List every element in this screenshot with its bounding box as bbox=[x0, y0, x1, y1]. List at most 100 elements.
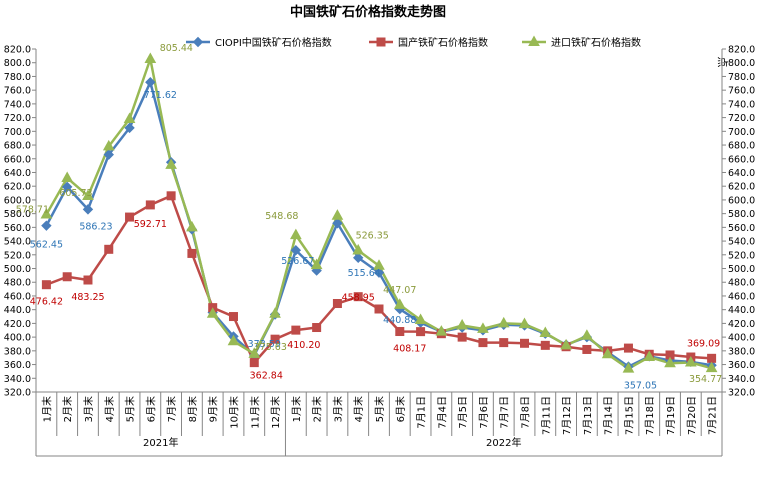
series-2-point bbox=[707, 353, 717, 363]
series-2-point bbox=[499, 338, 509, 348]
series-3-point bbox=[497, 316, 510, 328]
series-3-point bbox=[643, 350, 656, 362]
data-label: 354.77 bbox=[689, 374, 722, 385]
series-3-point bbox=[123, 112, 136, 123]
series-1-point bbox=[353, 252, 364, 263]
data-label: 578.71 bbox=[16, 205, 49, 216]
data-label: 605.73 bbox=[59, 188, 92, 199]
series-3-point bbox=[206, 307, 219, 318]
data-label: 548.68 bbox=[265, 211, 298, 222]
y-tick-label-right: 340.0 bbox=[728, 374, 755, 385]
x-tick-label: 7月21日 bbox=[707, 396, 719, 435]
series-2-point bbox=[228, 312, 238, 322]
x-tick-label: 1月末 bbox=[40, 396, 53, 422]
year-label: 2021年 bbox=[143, 436, 178, 449]
chart-title: 中国铁矿石价格指数走势图 bbox=[290, 4, 446, 20]
x-tick-label: 4月末 bbox=[352, 396, 365, 422]
data-label: 592.71 bbox=[134, 219, 167, 230]
series-3-point bbox=[40, 207, 53, 219]
y-tick-label-left: 660.0 bbox=[4, 154, 31, 165]
data-label: 369.09 bbox=[687, 338, 720, 349]
x-tick-label: 3月末 bbox=[331, 396, 344, 422]
series-3-point bbox=[248, 347, 261, 358]
y-tick-label-right: 600.0 bbox=[728, 195, 755, 206]
series-1-point bbox=[290, 245, 302, 256]
series-2-point bbox=[353, 292, 363, 302]
y-tick-label-left: 800.0 bbox=[4, 58, 31, 69]
series-1-point bbox=[332, 218, 343, 229]
data-label: 362.84 bbox=[250, 371, 283, 382]
y-tick-label-left: 360.0 bbox=[4, 360, 31, 371]
y-tick-label-left: 820.0 bbox=[4, 45, 31, 56]
y-tick-label-left: 520.0 bbox=[4, 250, 31, 261]
y-tick-label-right: 400.0 bbox=[728, 333, 755, 344]
series-1-point bbox=[103, 149, 114, 160]
series-3-point bbox=[165, 158, 177, 169]
x-tick-label: 2月末 bbox=[311, 396, 324, 422]
y-tick-label-left: 320.0 bbox=[4, 388, 31, 399]
series-3-point bbox=[289, 228, 302, 240]
y-tick-label-right: 800.0 bbox=[728, 58, 755, 69]
series-3-point bbox=[82, 189, 94, 200]
series-3-point bbox=[705, 361, 718, 373]
series-3-point bbox=[684, 355, 697, 367]
y-tick-label-left: 480.0 bbox=[4, 278, 31, 289]
series-3-point bbox=[331, 209, 344, 220]
x-tick-label: 3月末 bbox=[82, 396, 95, 422]
x-tick-label: 6月末 bbox=[394, 396, 407, 422]
x-tick-label: 7月1日 bbox=[416, 396, 428, 429]
series-2-point bbox=[83, 275, 93, 285]
x-tick-label: 7月8日 bbox=[520, 396, 532, 429]
y-tick-label-left: 780.0 bbox=[4, 72, 31, 83]
y-tick-label-left: 340.0 bbox=[4, 374, 31, 385]
legend-marker-1 bbox=[192, 36, 204, 48]
data-label: 586.23 bbox=[79, 221, 112, 232]
series-2-point bbox=[312, 323, 322, 333]
series-2-point bbox=[520, 338, 530, 348]
x-tick-label: 7月13日 bbox=[582, 396, 594, 435]
x-tick-label: 7月20日 bbox=[686, 396, 698, 435]
x-tick-label: 7月7日 bbox=[499, 396, 511, 429]
legend-marker-3 bbox=[528, 35, 540, 46]
y-tick-label-right: 820.0 bbox=[728, 45, 755, 56]
data-label: 375.63 bbox=[254, 342, 287, 353]
legend-label: 进口铁矿石价格指数 bbox=[551, 36, 641, 49]
series-3-point bbox=[456, 318, 469, 330]
series-3-point bbox=[539, 326, 552, 338]
y-tick-label-right: 440.0 bbox=[728, 305, 755, 316]
series-3-point bbox=[581, 329, 593, 340]
x-tick-label: 7月6日 bbox=[478, 396, 490, 429]
y-tick-label-right: 660.0 bbox=[728, 154, 755, 165]
series-3-point bbox=[61, 171, 74, 182]
y-tick-label-left: 420.0 bbox=[4, 319, 31, 330]
series-3-point bbox=[102, 139, 115, 151]
legend-marker-2 bbox=[376, 37, 386, 47]
y-tick-label-right: 320.0 bbox=[728, 388, 755, 399]
series-3-point bbox=[622, 362, 635, 373]
x-tick-label: 7月12日 bbox=[561, 396, 573, 435]
x-tick-label: 7月5日 bbox=[457, 396, 469, 429]
year-label: 2022年 bbox=[486, 436, 521, 449]
y-tick-label-right: 480.0 bbox=[728, 278, 755, 289]
series-2-point bbox=[270, 334, 280, 344]
series-1-point bbox=[373, 267, 385, 278]
x-tick-label: 9月末 bbox=[207, 396, 220, 422]
y-tick-label-right: 760.0 bbox=[728, 86, 755, 97]
series-3-point bbox=[227, 334, 240, 346]
series-2-point bbox=[478, 338, 488, 348]
y-tick-label-right: 460.0 bbox=[728, 291, 755, 302]
series-2-point bbox=[104, 244, 114, 254]
x-tick-label: 2月末 bbox=[61, 396, 74, 422]
y-tick-label-right: 360.0 bbox=[728, 360, 755, 371]
series-2-point bbox=[332, 299, 342, 309]
series-3-point bbox=[393, 298, 406, 309]
series-2-point bbox=[166, 191, 176, 201]
series-2-point bbox=[145, 200, 155, 210]
x-tick-label: 7月11日 bbox=[540, 396, 552, 435]
series-1-point bbox=[41, 220, 52, 231]
y-tick-label-left: 580.0 bbox=[4, 209, 31, 220]
data-label: 483.25 bbox=[71, 292, 104, 303]
y-tick-label-left: 440.0 bbox=[4, 305, 31, 316]
y-tick-label-left: 760.0 bbox=[4, 86, 31, 97]
y-tick-label-left: 720.0 bbox=[4, 113, 31, 124]
